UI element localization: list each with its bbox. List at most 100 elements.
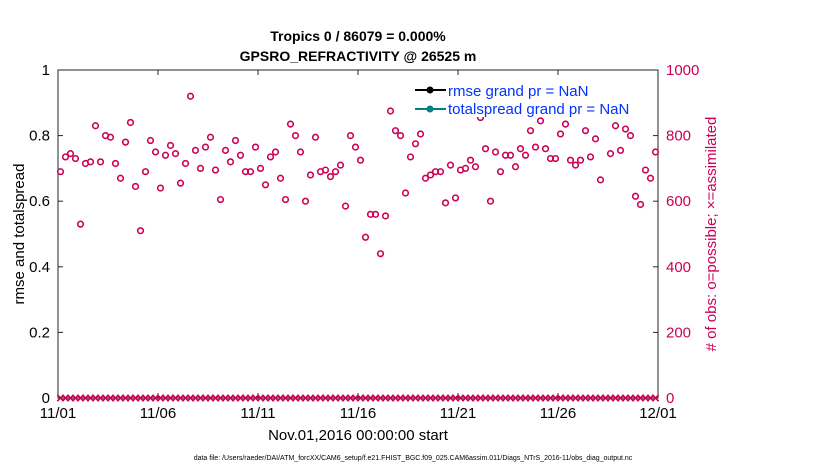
- possible-obs-point: [306, 171, 315, 179]
- possible-obs-point: [246, 168, 255, 176]
- possible-obs-point: [136, 227, 145, 235]
- possible-obs-point: [471, 163, 480, 171]
- possible-obs-point: [591, 135, 600, 143]
- assimilated-obs-point: [651, 394, 660, 402]
- possible-obs-point: [481, 145, 490, 153]
- possible-obs-point: [531, 143, 540, 151]
- possible-obs-point: [436, 168, 445, 176]
- possible-obs-point: [91, 122, 100, 130]
- possible-obs-point: [111, 159, 120, 168]
- x-tick-label: 12/01: [639, 405, 677, 422]
- possible-obs-point: [651, 148, 660, 156]
- data-file-footer: data file: /Users/raeder/DAI/ATM_forcXX/…: [194, 455, 633, 462]
- possible-obs-point: [451, 194, 460, 202]
- possible-obs-point: [376, 250, 385, 258]
- possible-obs-point: [536, 117, 545, 125]
- x-tick-label: 11/06: [140, 405, 176, 422]
- possible-obs-point: [401, 189, 410, 197]
- y-left-tick-label: 0.8: [29, 128, 50, 145]
- y-axis-right-label: # of obs: o=possible; ×=assimilated: [703, 117, 720, 352]
- x-axis: 11/01 11/06 11/11 11/16 11/21 11/26 12/01: [40, 70, 677, 422]
- possible-obs-point: [141, 168, 150, 176]
- possible-obs-point: [61, 153, 70, 161]
- possible-obs-point: [76, 220, 85, 228]
- y-right-tick-label: 0: [666, 390, 674, 407]
- x-tick-label: 11/21: [440, 405, 476, 422]
- possible-obs-point: [166, 141, 175, 150]
- y-left-tick-label: 0.2: [29, 324, 50, 341]
- possible-obs-point: [121, 138, 130, 146]
- possible-obs-point: [146, 136, 155, 145]
- y-left-tick-label: 1: [42, 62, 50, 79]
- possible-obs-point: [251, 143, 260, 151]
- possible-obs-point: [206, 133, 215, 141]
- possible-obs-point: [296, 148, 305, 156]
- possible-obs-point: [226, 158, 235, 166]
- possible-obs-point: [176, 179, 185, 187]
- possible-obs-series: [56, 92, 660, 258]
- possible-obs-point: [321, 166, 330, 174]
- possible-obs-point: [211, 166, 220, 174]
- possible-obs-point: [416, 130, 425, 138]
- y-axis-left-label: rmse and totalspread: [11, 164, 28, 305]
- possible-obs-point: [586, 153, 595, 161]
- possible-obs-point: [441, 199, 450, 207]
- x-tick-label: 11/11: [240, 405, 275, 422]
- possible-obs-point: [131, 182, 140, 191]
- possible-obs-point: [606, 150, 615, 158]
- possible-obs-point: [581, 127, 590, 135]
- possible-obs-point: [231, 136, 240, 145]
- x-tick-label: 11/01: [40, 405, 76, 422]
- possible-obs-point: [336, 161, 345, 169]
- possible-obs-point: [271, 148, 280, 156]
- possible-obs-point: [446, 161, 455, 169]
- possible-obs-point: [566, 156, 575, 164]
- legend-rmse-label: rmse grand pr = NaN: [448, 83, 588, 100]
- possible-obs-point: [261, 181, 270, 189]
- possible-obs-point: [646, 174, 655, 182]
- possible-obs-point: [156, 184, 165, 192]
- x-axis-label: Nov.01,2016 00:00:00 start: [268, 427, 449, 444]
- assimilated-obs-series: [56, 394, 660, 402]
- possible-obs-point: [286, 120, 295, 128]
- possible-obs-point: [386, 107, 395, 115]
- possible-obs-point: [256, 164, 265, 172]
- x-tick-label: 11/16: [340, 405, 376, 422]
- possible-obs-point: [636, 200, 645, 209]
- legend-rmse-marker: [426, 86, 434, 94]
- possible-obs-point: [491, 148, 500, 156]
- possible-obs-point: [276, 174, 285, 182]
- possible-obs-point: [381, 212, 390, 220]
- possible-obs-point: [511, 163, 520, 171]
- possible-obs-point: [66, 150, 75, 158]
- possible-obs-point: [71, 154, 80, 163]
- possible-obs-point: [616, 146, 625, 154]
- possible-obs-point: [266, 153, 275, 161]
- plot-area: [57, 69, 659, 399]
- possible-obs-point: [346, 132, 355, 140]
- possible-obs-point: [571, 161, 580, 169]
- possible-obs-point: [161, 151, 170, 159]
- possible-obs-point: [631, 192, 640, 200]
- possible-obs-point: [191, 146, 200, 154]
- possible-obs-point: [171, 150, 180, 158]
- possible-obs-point: [216, 195, 225, 204]
- possible-obs-point: [421, 174, 430, 182]
- possible-obs-point: [96, 158, 105, 166]
- possible-obs-point: [551, 154, 560, 163]
- legend-spread-label: totalspread grand pr = NaN: [448, 101, 629, 118]
- possible-obs-point: [86, 158, 95, 166]
- possible-obs-point: [426, 171, 435, 179]
- y-right-tick-label: 1000: [666, 62, 699, 79]
- possible-obs-point: [576, 156, 585, 164]
- possible-obs-point: [626, 132, 635, 140]
- possible-obs-point: [361, 233, 370, 241]
- possible-obs-point: [326, 173, 335, 181]
- possible-obs-point: [371, 210, 380, 218]
- possible-obs-point: [311, 133, 320, 141]
- possible-obs-point: [561, 120, 570, 128]
- chart-title-line2: GPSRO_REFRACTIVITY @ 26525 m: [240, 48, 477, 64]
- possible-obs-point: [411, 140, 420, 148]
- possible-obs-point: [556, 130, 565, 138]
